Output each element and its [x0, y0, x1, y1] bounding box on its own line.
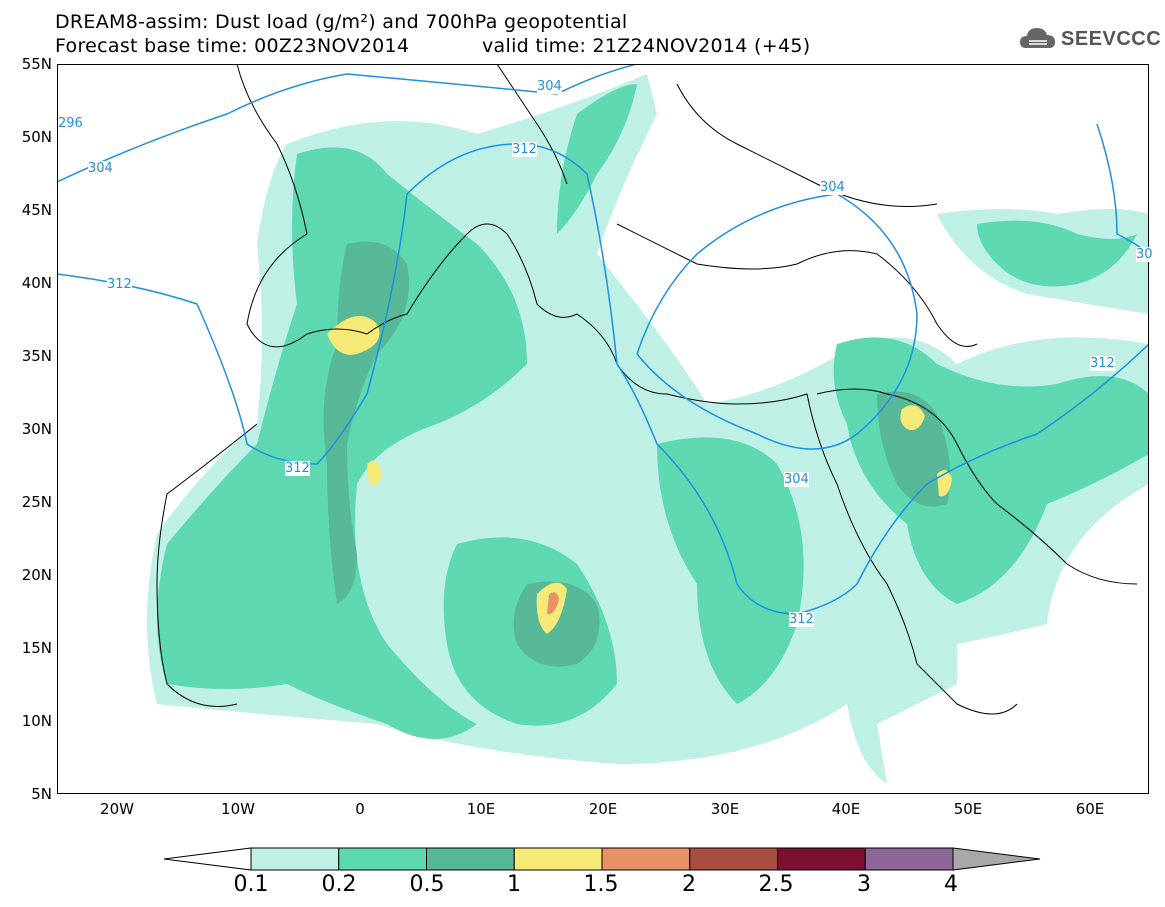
contour-label: 296	[58, 116, 83, 131]
colorbar-swatch	[426, 847, 515, 871]
colorbar-label: 4	[944, 872, 958, 897]
lon-label: 10E	[466, 800, 496, 818]
lat-label: 15N	[21, 639, 52, 657]
lon-label: 10W	[221, 800, 255, 818]
lat-label: 20N	[21, 566, 52, 584]
contour-label: 304	[820, 180, 845, 195]
map-frame	[57, 64, 1149, 794]
colorbar-swatch	[689, 847, 778, 871]
lat-label: 30N	[21, 420, 52, 438]
lat-label: 10N	[21, 712, 52, 730]
lat-label: 40N	[21, 274, 52, 292]
contour-label: 312	[512, 142, 537, 157]
lat-label: 35N	[21, 347, 52, 365]
lon-label: 30E	[710, 800, 740, 818]
colorbar-swatch	[864, 847, 954, 871]
colorbar-label: 1	[507, 872, 521, 897]
colorbar-label: 0.2	[321, 872, 357, 897]
contour-label: 304	[88, 161, 113, 176]
contour-label: 304	[537, 79, 562, 94]
logo-text: SEEVCCC	[1061, 27, 1162, 50]
colorbar-label: 3	[857, 872, 871, 897]
colorbar-label: 1.5	[583, 872, 619, 897]
colorbar-swatch	[513, 847, 603, 871]
lon-label: 20W	[100, 800, 134, 818]
colorbar	[164, 847, 1041, 871]
coastlines	[156, 64, 1138, 715]
colorbar-swatch	[250, 847, 340, 871]
contour-label: 312	[1090, 356, 1115, 371]
contour-label: 30	[1136, 247, 1153, 262]
lat-label: 45N	[21, 201, 52, 219]
colorbar-label: 2.5	[758, 872, 794, 897]
lon-label: 50E	[953, 800, 983, 818]
lon-label: 20E	[588, 800, 618, 818]
lon-label: 60E	[1075, 800, 1105, 818]
colorbar-left-arrow	[164, 847, 252, 871]
dust-field-peak	[547, 592, 559, 615]
lon-label: 40E	[831, 800, 861, 818]
colorbar-label: 0.5	[409, 872, 445, 897]
seevccc-logo: SEEVCCC	[1018, 24, 1161, 54]
colorbar-label: 0.1	[233, 872, 269, 897]
lat-label: 55N	[21, 55, 52, 73]
colorbar-label: 2	[682, 872, 696, 897]
colorbar-swatch	[338, 847, 427, 871]
lat-label: 50N	[21, 128, 52, 146]
colorbar-right-arrow	[952, 847, 1041, 871]
valid-time: valid time: 21Z24NOV2014 (+45)	[482, 35, 811, 57]
geopotential-contours	[57, 64, 1149, 615]
contour-label: 312	[285, 461, 310, 476]
contour-label: 304	[784, 472, 809, 487]
cloud-icon	[1020, 28, 1055, 48]
colorbar-swatch	[601, 847, 691, 871]
contour-label: 312	[107, 277, 132, 292]
contour-label: 312	[789, 612, 814, 627]
lat-label: 25N	[21, 493, 52, 511]
dust-load-map	[57, 64, 1149, 794]
lat-label: 5N	[31, 785, 52, 803]
map-title: DREAM8-assim: Dust load (g/m²) and 700hP…	[55, 11, 628, 33]
forecast-base-time: Forecast base time: 00Z23NOV2014	[55, 35, 410, 57]
lon-label: 0	[355, 800, 365, 818]
colorbar-swatch	[777, 847, 866, 871]
